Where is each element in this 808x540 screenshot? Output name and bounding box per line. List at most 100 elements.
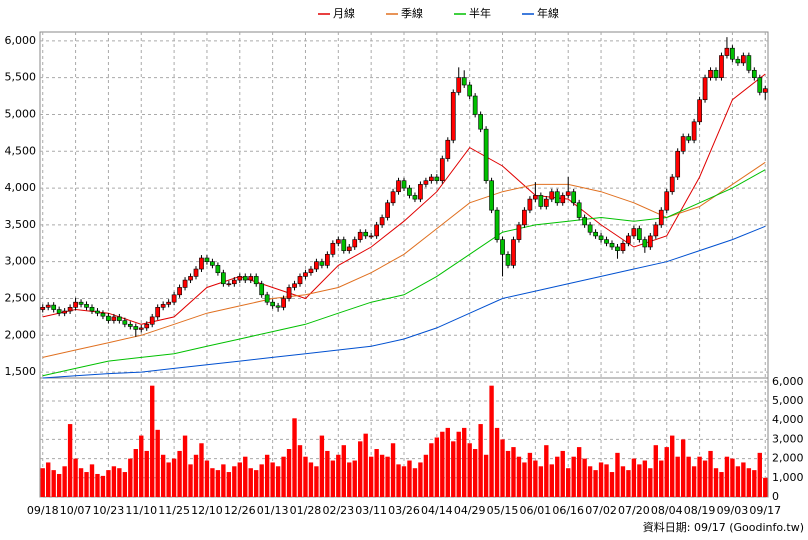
y2-tick-label: 3,000: [772, 432, 804, 445]
volume-bar: [516, 456, 522, 497]
volume-bar: [390, 443, 396, 497]
candle-body: [429, 176, 434, 182]
candle-body: [149, 316, 155, 325]
candle-body: [319, 261, 325, 266]
candle-body: [335, 239, 341, 244]
legend-label: 年線: [537, 6, 559, 20]
candle-body: [341, 239, 347, 251]
candle-body: [719, 55, 724, 78]
candle-body: [166, 301, 171, 305]
volume-bar: [522, 462, 527, 497]
candle-body: [549, 191, 555, 200]
candle-body: [697, 99, 702, 123]
volume-bar: [182, 435, 188, 497]
moving-average-line: [42, 161, 766, 358]
volume-bar: [549, 464, 554, 497]
candle-body: [647, 235, 653, 248]
candle-body: [155, 307, 161, 318]
candle-body: [500, 239, 505, 255]
volume-bar: [144, 450, 149, 497]
candle-body: [264, 294, 270, 303]
volume-bar: [73, 458, 78, 497]
volume-bar: [150, 385, 155, 497]
candle-body: [259, 283, 265, 296]
candle-body: [210, 261, 215, 266]
volume-bar: [292, 418, 297, 497]
volume-bar: [604, 464, 609, 497]
candle-body: [653, 224, 659, 237]
candle-body: [160, 304, 166, 308]
candle-body: [576, 202, 582, 218]
candle-body: [193, 268, 199, 277]
candle-body: [330, 242, 336, 255]
candle-body: [303, 272, 308, 277]
volume-bar: [472, 449, 478, 497]
x-tick-label: 12/26: [224, 504, 256, 517]
volume-bar: [763, 477, 768, 497]
volume-bar: [708, 450, 713, 497]
candle-body: [100, 312, 106, 317]
candle-body: [489, 180, 494, 211]
candle-body: [615, 246, 620, 251]
volume-bar: [51, 470, 56, 497]
x-tick-label: 04/14: [421, 504, 453, 517]
candle-body: [237, 276, 243, 281]
x-tick-label: 12/10: [191, 504, 223, 517]
volume-bar: [489, 385, 494, 497]
volume-bar: [56, 473, 62, 497]
volume-bar: [188, 464, 193, 497]
x-tick-label: 11/25: [158, 504, 190, 517]
volume-bar: [566, 468, 571, 497]
volume-bar: [106, 470, 111, 497]
candle-body: [253, 276, 259, 285]
volume-bar: [139, 435, 144, 497]
volume-bar: [735, 466, 741, 497]
candle-body: [456, 77, 462, 93]
candle-body: [95, 310, 100, 314]
volume-bar: [719, 472, 724, 497]
volume-bar: [697, 456, 702, 497]
x-tick-label: 02/23: [322, 504, 354, 517]
candle-body: [248, 276, 254, 281]
candle-body: [604, 239, 609, 244]
candle-body: [741, 55, 746, 64]
volume-bar: [500, 439, 505, 497]
candle-body: [691, 121, 697, 141]
volume-bar: [637, 464, 642, 497]
volume-bar: [237, 462, 242, 497]
volume-bar: [325, 450, 330, 497]
volume-bar: [95, 473, 100, 497]
candle-body: [221, 272, 226, 285]
volume-bar: [62, 466, 67, 497]
y2-tick-label: 4,000: [772, 413, 804, 426]
candle-body: [231, 279, 237, 285]
y2-tick-label: 2,000: [772, 452, 804, 465]
candle-body: [582, 217, 587, 226]
candle-body: [199, 257, 204, 270]
candle-body: [56, 309, 62, 314]
candle-body: [637, 228, 642, 240]
volume-bar: [407, 460, 412, 497]
candle-body: [533, 195, 538, 200]
x-tick-label: 01/13: [257, 504, 289, 517]
x-tick-label: 07/02: [585, 504, 617, 517]
candle-body: [308, 268, 314, 274]
candle-body: [177, 287, 182, 296]
volume-bar: [456, 431, 461, 497]
volume-bar: [538, 466, 544, 497]
y-tick-label: 3,500: [5, 218, 37, 231]
volume-bar: [494, 427, 500, 497]
candle-body: [658, 209, 664, 226]
candle-body: [434, 176, 440, 182]
volume-bar: [341, 445, 346, 497]
y2-tick-label: 0: [772, 490, 779, 503]
volume-bar: [626, 470, 631, 497]
x-tick-label: 03/26: [388, 504, 420, 517]
candle-body: [669, 176, 675, 193]
volume-bar: [505, 450, 511, 497]
volume-bar: [609, 472, 615, 497]
volume-bar: [429, 443, 434, 497]
volume-bar: [418, 462, 423, 497]
candle-body: [626, 235, 631, 244]
